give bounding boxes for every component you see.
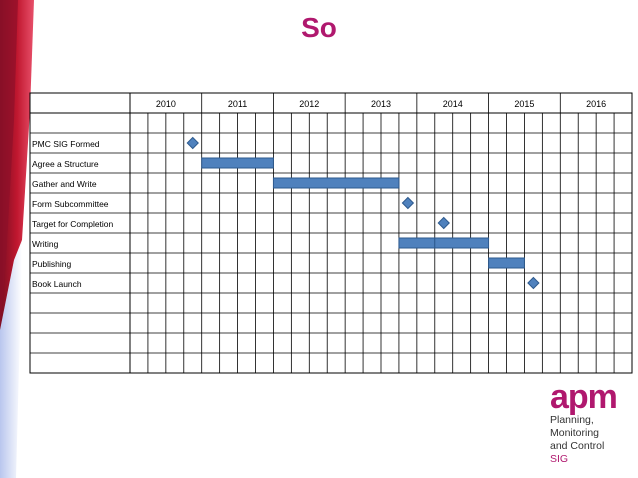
year-label: 2013 <box>371 99 391 109</box>
year-label: 2011 <box>228 99 247 109</box>
milestone-diamond <box>437 216 450 230</box>
milestone-diamond <box>401 196 415 210</box>
task-label: Agree a Structure <box>32 159 99 169</box>
year-label: 2010 <box>156 99 176 109</box>
logo-line-1: Planning, <box>550 414 594 426</box>
blue-accent-shape <box>0 240 22 478</box>
task-label: Form Subcommittee <box>32 199 109 209</box>
red-shadow-shape <box>0 0 18 330</box>
milestone-diamond <box>186 136 199 150</box>
logo-line-sig: SIG <box>550 453 569 465</box>
task-label: Target for Completion <box>32 219 114 229</box>
slide-title: So <box>301 12 337 43</box>
task-label: Publishing <box>32 259 71 269</box>
task-bar <box>488 257 525 269</box>
task-label: PMC SIG Formed <box>32 139 100 149</box>
task-label: Book Launch <box>32 279 82 289</box>
logo-line-3: and Control <box>550 440 605 452</box>
logo-mark: apm <box>550 378 618 416</box>
task-bar <box>272 177 400 189</box>
milestone-diamond <box>527 276 540 290</box>
task-bar <box>201 157 274 169</box>
apm-logo: apm Planning, Monitoring and Control SIG <box>550 380 630 466</box>
task-label: Writing <box>32 239 59 249</box>
year-label: 2016 <box>586 99 606 109</box>
year-label: 2012 <box>299 99 319 109</box>
task-label: Gather and Write <box>32 179 97 189</box>
year-label: 2014 <box>443 99 463 109</box>
year-label: 2015 <box>514 99 534 109</box>
logo-line-2: Monitoring <box>550 427 600 439</box>
task-bar <box>398 237 436 249</box>
task-bar <box>434 237 490 249</box>
